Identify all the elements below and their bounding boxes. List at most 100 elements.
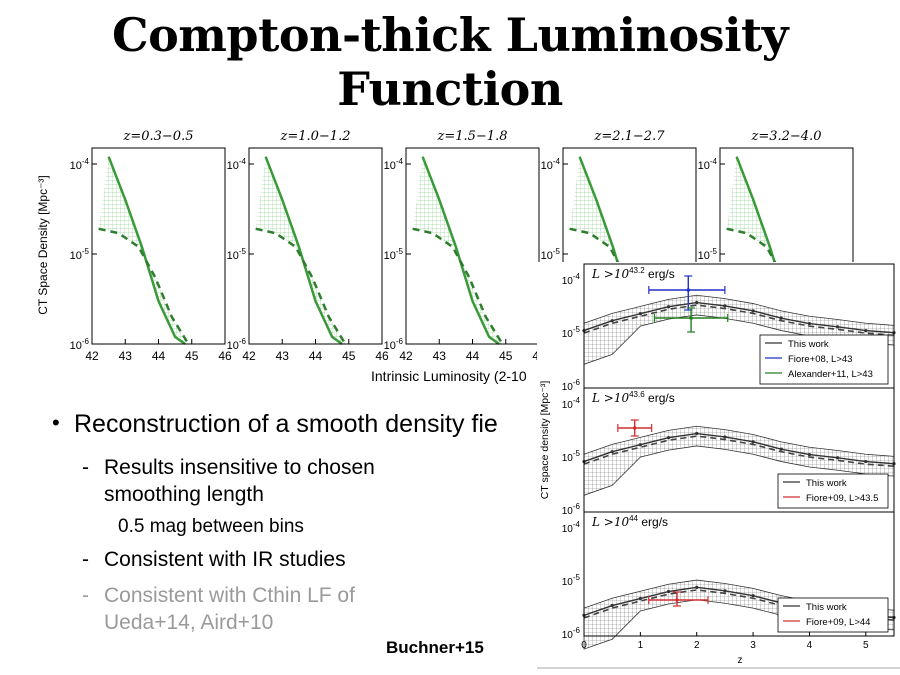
lf-xtick-label: 44	[309, 349, 323, 363]
z-panel: L >1043.2 erg/s 10-4 10-5 10-6 This work Fior…	[562, 263, 896, 393]
z-fit-point	[610, 603, 614, 608]
z-ytick-label: 10-4	[562, 272, 581, 287]
sub-bullet-2-text: Consistent with IR studies	[104, 548, 346, 571]
sub-bullet-2-dash: -	[82, 548, 89, 571]
lf-fit-line	[421, 156, 500, 346]
z-fit-point	[695, 431, 699, 436]
lf-xtick-label: 43	[119, 349, 133, 363]
lf-xtick-label: 45	[342, 349, 356, 363]
lf-ytick-label: 10-6	[227, 337, 247, 352]
lf-xtick-label: 42	[85, 349, 99, 363]
z-fit-point	[836, 456, 840, 460]
z-fit-point	[751, 440, 755, 444]
z-ylabel: CT space density [Mpc⁻³]	[539, 381, 551, 500]
lf-xtick-label: 45	[185, 349, 199, 363]
lf-dashed-line	[255, 227, 347, 345]
title-line-2: Function	[337, 62, 563, 116]
sub-bullet-3-line2: Ueda+14, Aird+10	[104, 611, 274, 634]
lf-axis-text: CT Space Density [Mpc⁻³] Intrinsic Lumin…	[36, 175, 527, 384]
z-legend-box	[777, 473, 889, 509]
z-ytick-label: 10-5	[562, 449, 581, 464]
data-point	[689, 316, 693, 320]
sub-bullet-1-line2: smoothing length	[104, 483, 264, 506]
lf-xtick-label: 44	[152, 349, 166, 363]
z-ytick-label: 10-4	[562, 520, 581, 535]
bullet-main-text: Reconstruction of a smooth density fie	[74, 410, 498, 438]
z-fit-point	[695, 585, 699, 589]
z-xtick-label: 4	[807, 640, 813, 651]
z-xlabel: z	[738, 655, 743, 666]
z-legend-label: This work	[806, 478, 847, 489]
lf-ytick-label: 10-4	[384, 157, 404, 172]
lf-panel-title: z=1.0−1.2	[280, 129, 351, 144]
sub-bullet-3: - Consistent with Cthin LF of Ueda+14, A…	[82, 582, 355, 636]
data-point	[632, 426, 637, 430]
sub-bullet-2: - Consistent with IR studies	[82, 546, 346, 573]
z-legend-box	[777, 597, 889, 633]
z-legend-label: Alexander+11, L>43	[788, 369, 873, 380]
lf-panel: z=1.0−1.2 10-4 10-5 10-642 43 44 45 46	[227, 129, 389, 363]
z-fit-point	[723, 304, 727, 308]
z-panel-title: L >1043.2 erg/s	[591, 266, 675, 281]
sub-bullet-1-dash: -	[82, 456, 89, 479]
lf-dashed-line	[412, 227, 504, 345]
z-fit-point	[723, 589, 727, 593]
lf-xtick-label: 43	[433, 349, 447, 363]
z-xtick-label: 1	[638, 640, 644, 651]
z-xtick-label: 5	[863, 640, 869, 651]
z-fit-point	[807, 321, 812, 326]
lf-ytick-label: 10-4	[698, 157, 718, 172]
z-legend-label: This work	[806, 602, 847, 613]
z-ytick-label: 10-6	[562, 626, 581, 641]
lf-panel-title: z=1.5−1.8	[437, 129, 508, 144]
z-fit-point	[666, 436, 671, 440]
lf-ytick-label: 10-5	[384, 247, 404, 262]
lf-xtick-label: 46	[375, 349, 389, 363]
lf-ytick-label: 10-4	[541, 157, 561, 172]
lf-xtick-label: 45	[499, 349, 513, 363]
lf-band	[412, 156, 503, 344]
z-ytick-label: 10-6	[562, 502, 581, 517]
lf-ytick-label: 10-5	[698, 247, 718, 262]
z-fit-point	[638, 312, 642, 316]
z-xtick-label: 3	[750, 640, 756, 651]
lf-panel-title: z=2.1−2.7	[594, 129, 666, 144]
lf-ytick-label: 10-5	[541, 247, 561, 262]
z-legend-label: Fiore+09, L>43.5	[806, 493, 878, 504]
sub-bullet-3-dash: -	[82, 584, 89, 607]
z-fit-point	[610, 319, 614, 323]
lf-ytick-label: 10-6	[384, 337, 404, 352]
z-xtick-label: 2	[694, 640, 700, 651]
sub-bullet-3-line1: Consistent with Cthin LF of	[104, 584, 355, 607]
lf-panel-title: z=0.3−0.5	[123, 129, 194, 144]
z-fit-line	[583, 301, 895, 334]
lf-xtick-label: 46	[218, 349, 232, 363]
z-ytick-label: 10-6	[562, 378, 581, 393]
z-ytick-label: 10-4	[562, 396, 581, 411]
z-legend-label: Fiore+08, L>43	[788, 354, 852, 365]
title-line-1: Compton-thick Luminosity	[111, 8, 789, 62]
lf-ytick-label: 10-6	[70, 337, 90, 352]
z-fit-point	[807, 452, 812, 457]
z-fit-point	[723, 435, 727, 439]
lf-ytick-label: 10-5	[227, 247, 247, 262]
z-panel-title: L >1044 erg/s	[591, 514, 668, 529]
z-legend-label: Fiore+09, L>44	[806, 617, 870, 628]
z-xtick-label: 0	[581, 640, 587, 651]
z-fit-point	[864, 459, 868, 464]
z-panels: L >1043.2 erg/s 10-4 10-5 10-6 This work Fior…	[537, 262, 900, 675]
citation: Buchner+15	[386, 638, 484, 657]
lf-xtick-label: 42	[399, 349, 413, 363]
z-fit-point	[695, 300, 699, 305]
z-panel: L >1044 erg/s 10-4 10-5 10-6 This work Fiore+…	[562, 511, 896, 650]
lf-fit-line	[107, 156, 186, 346]
lf-xtick-label: 42	[242, 349, 256, 363]
z-dashed-line	[583, 304, 895, 337]
z-fit-point	[638, 443, 642, 447]
lf-dashed-line	[98, 227, 190, 345]
sub-bullet-1-line1: Results insensitive to chosen	[104, 456, 375, 479]
z-ytick-label: 10-5	[562, 325, 581, 340]
z-fit-point	[638, 596, 642, 601]
lf-xlabel: Intrinsic Luminosity (2-10	[371, 368, 527, 384]
